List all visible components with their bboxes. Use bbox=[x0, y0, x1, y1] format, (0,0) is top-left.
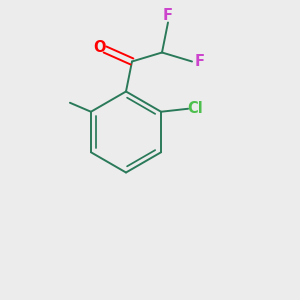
Text: Cl: Cl bbox=[187, 101, 203, 116]
Text: O: O bbox=[93, 40, 106, 55]
Text: F: F bbox=[163, 8, 173, 22]
Text: F: F bbox=[194, 54, 205, 69]
